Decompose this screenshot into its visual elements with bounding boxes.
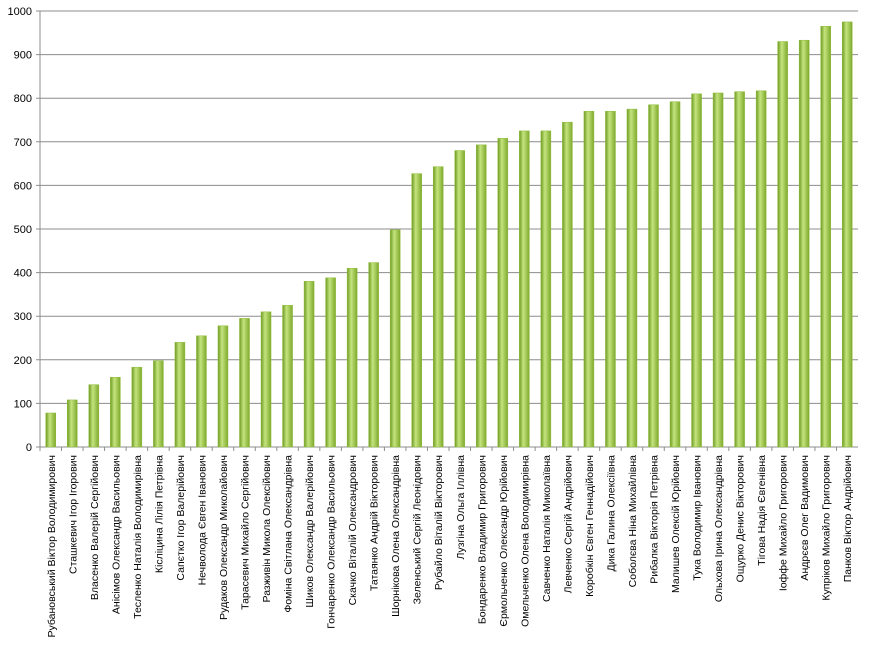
bar — [260, 311, 272, 448]
x-tick-label: Іоффе Михайло Григорович — [778, 455, 790, 591]
bar — [174, 342, 186, 448]
x-tick-label: Бондаренко Владимир Григорович — [476, 455, 488, 624]
x-tick-label: Фоміна Світлана Олександрівна — [283, 455, 295, 613]
x-tick-label: Тесленко Наталія Володимирівна — [132, 455, 144, 619]
x-tick-label: Сташкевич Ігор Ігорович — [67, 455, 79, 574]
x-tick-label: Сапєтко Ігор Валерійович — [175, 455, 187, 581]
bar — [841, 21, 853, 448]
y-tick-label: 800 — [14, 93, 32, 105]
y-tick-label: 100 — [14, 398, 32, 410]
x-tick-label: Тука Володимир Іванович — [692, 455, 704, 581]
x-tick-label: Соболєва Ніна Михайлівна — [627, 455, 639, 588]
bar — [45, 412, 57, 448]
x-tick-label: Власенко Валерій Сергійович — [89, 455, 101, 600]
x-tick-label: Гончаренко Олександр Васильович — [326, 455, 338, 629]
bar — [712, 92, 724, 448]
bar — [432, 166, 444, 448]
bar — [110, 376, 121, 448]
bar — [303, 281, 315, 448]
x-tick-label: Ольхова Ірина Олександрівна — [713, 455, 725, 602]
x-tick-label: Єрмольченко Олександр Юрійович — [498, 455, 510, 627]
bar — [67, 399, 78, 448]
x-tick-label: Лузгіна Ольга Іллівна — [455, 455, 467, 560]
x-tick-label: Савченко Наталія Миколаївна — [541, 455, 553, 602]
x-tick-label: Кісліцина Лілія Петрівна — [153, 455, 165, 573]
x-tick-label: Рибалка Вікторія Петрівна — [649, 455, 661, 584]
x-tick-label: Тігова Надія Євгенівна — [756, 455, 768, 566]
bar — [497, 138, 509, 448]
bar — [346, 267, 358, 448]
x-tick-label: Татаянко Андрій Вікторович — [369, 455, 381, 591]
x-tick-label: Зеленський Сергій Леонідович — [412, 455, 424, 604]
bar — [389, 229, 401, 448]
x-tick-label: Анісімов Олександр Васильович — [110, 455, 122, 614]
bar — [217, 325, 229, 448]
bar — [669, 101, 681, 448]
bar — [798, 39, 810, 448]
y-tick-label: 1000 — [8, 6, 32, 18]
bar — [476, 144, 487, 448]
bar — [540, 130, 552, 448]
x-tick-label: Омельченко Олена Володимирівна — [519, 455, 531, 627]
bar — [605, 111, 616, 448]
bar — [755, 90, 767, 448]
bar — [282, 305, 293, 448]
bar — [648, 104, 659, 448]
bar — [583, 111, 595, 448]
bar — [454, 150, 466, 448]
x-tick-label: Малишев Олексій Юрійович — [670, 455, 682, 593]
x-tick-label: Андрєєв Олег Вадимович — [799, 455, 811, 581]
y-tick-label: 500 — [14, 224, 32, 236]
x-tick-label: Рубайло Віталій Вікторович — [433, 455, 445, 590]
bar — [88, 384, 100, 448]
bar — [131, 366, 143, 448]
bar — [368, 262, 379, 448]
bar — [734, 91, 745, 448]
x-tick-label: Ощурко Денис Вікторович — [735, 455, 747, 582]
x-tick-label: Нечволода Євген Іванович — [196, 455, 208, 585]
x-tick-label: Тарасевич Михайло Сергійович — [240, 455, 252, 610]
bar — [411, 173, 422, 448]
y-tick-label: 0 — [26, 442, 32, 454]
y-tick-label: 400 — [14, 268, 32, 280]
y-tick-label: 300 — [14, 311, 32, 323]
x-tick-label: Шиков Олександр Валерійович — [304, 455, 316, 608]
bar — [820, 26, 831, 448]
bar — [153, 360, 164, 448]
bar — [519, 130, 530, 448]
bar — [239, 318, 250, 448]
y-tick-label: 700 — [14, 137, 32, 149]
x-tick-label: Рубановський Віктор Володимирович — [46, 455, 58, 638]
y-tick-label: 900 — [14, 50, 32, 62]
x-tick-label: Скачко Віталій Олександрович — [347, 455, 359, 605]
x-tick-label: Левченко Сергій Андрійович — [562, 455, 574, 593]
bar — [325, 277, 336, 448]
x-tick-label: Рудаков Олександр Миколайович — [218, 455, 230, 620]
x-tick-label: Разживін Микола Олексійович — [261, 455, 273, 602]
x-tick-label: Панков Віктор Андрійович — [842, 455, 854, 582]
x-tick-label: Купріков Михайло Григорович — [821, 455, 833, 601]
x-tick-label: Дика Галина Олексіївна — [605, 455, 617, 572]
bar — [691, 93, 702, 448]
bar — [626, 108, 638, 448]
x-tick-label: Коробкін Євген Геннадійович — [584, 455, 596, 597]
y-tick-label: 200 — [14, 355, 32, 367]
y-tick-label: 600 — [14, 180, 32, 192]
x-tick-label: Шорнікова Олена Олександрівна — [390, 455, 402, 617]
bar — [777, 41, 788, 448]
bar — [562, 121, 573, 448]
bar — [196, 335, 207, 448]
